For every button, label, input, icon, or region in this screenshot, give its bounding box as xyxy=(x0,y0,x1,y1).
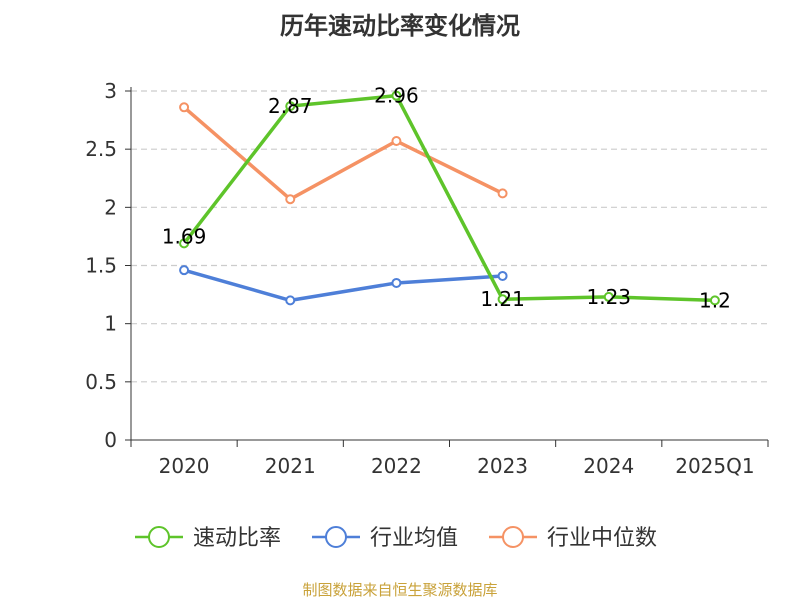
legend-label[interactable]: 速动比率 xyxy=(193,526,281,551)
data-point xyxy=(179,102,190,113)
data-point xyxy=(497,270,508,281)
series-line-0 xyxy=(182,93,715,303)
y-tick-label: 3 xyxy=(104,79,117,103)
legend-label[interactable]: 行业均值 xyxy=(370,526,458,551)
y-tick-label: 1 xyxy=(104,312,117,336)
x-tick-label: 2023 xyxy=(477,454,528,478)
data-point xyxy=(285,101,296,112)
y-tick-label: 2.5 xyxy=(85,137,117,161)
x-tick-label: 2020 xyxy=(159,454,210,478)
series-line-1 xyxy=(183,268,503,303)
y-tick-label: 1.5 xyxy=(85,254,117,278)
x-tick-label: 2021 xyxy=(265,454,316,478)
data-label: 1.2 xyxy=(699,288,731,312)
data-label: 2.96 xyxy=(374,84,419,108)
data-label: 1.21 xyxy=(480,287,525,311)
data-point xyxy=(391,277,402,288)
y-tick-label: 0 xyxy=(104,428,117,452)
data-point xyxy=(179,238,190,249)
chart-title: 历年速动比率变化情况 xyxy=(280,12,520,40)
data-point xyxy=(497,294,508,305)
x-tick-label: 2025Q1 xyxy=(675,454,754,478)
legend-label[interactable]: 行业中位数 xyxy=(547,526,657,551)
data-point xyxy=(285,295,296,306)
data-point xyxy=(497,188,508,199)
data-point xyxy=(179,265,190,276)
data-point xyxy=(285,194,296,205)
legend-marker[interactable] xyxy=(325,526,347,548)
data-label: 1.23 xyxy=(586,285,631,309)
data-point xyxy=(391,90,402,101)
x-tick-label: 2022 xyxy=(371,454,422,478)
data-point xyxy=(603,291,614,302)
data-label: 2.87 xyxy=(268,94,313,118)
y-tick-label: 2 xyxy=(104,195,117,219)
data-point xyxy=(709,295,720,306)
data-point xyxy=(391,136,402,147)
legend-marker[interactable] xyxy=(502,526,524,548)
legend-marker[interactable] xyxy=(148,526,170,548)
source-note: 制图数据来自恒生聚源数据库 xyxy=(302,581,498,599)
x-tick-label: 2024 xyxy=(583,454,634,478)
y-tick-label: 0.5 xyxy=(85,370,117,394)
series-line-2 xyxy=(182,105,504,201)
data-label: 1.69 xyxy=(162,224,207,248)
